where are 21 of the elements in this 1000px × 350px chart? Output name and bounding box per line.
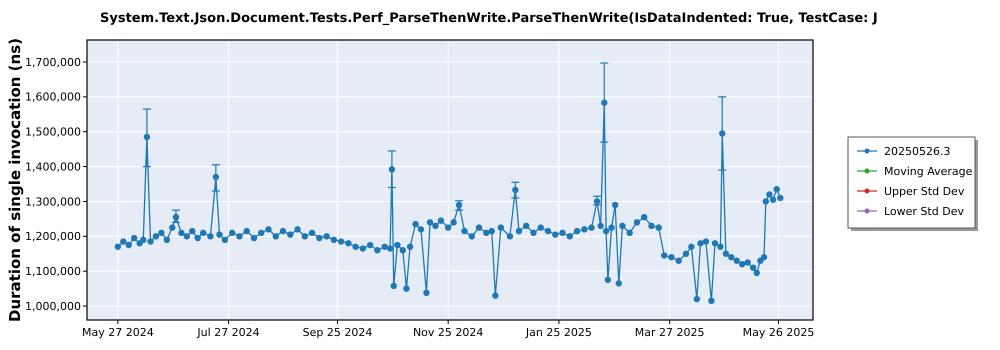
y-tick-label: 1,200,000 <box>25 230 81 244</box>
x-tick-label: Sep 25 2024 <box>302 326 372 339</box>
y-tick-label: 1,700,000 <box>25 56 81 69</box>
y-tick-label: 1,600,000 <box>25 90 81 104</box>
y-tick-label: 1,000,000 <box>25 300 81 313</box>
legend-label: Moving Average <box>884 164 973 178</box>
x-tick-label: Jan 25 2025 <box>524 326 592 339</box>
y-tick-label: 1,400,000 <box>25 160 81 174</box>
y-tick-label: 1,300,000 <box>25 195 81 208</box>
y-tick-label: 1,100,000 <box>25 265 81 278</box>
legend-label: Lower Std Dev <box>884 204 964 218</box>
x-tick-label: May 27 2024 <box>82 326 154 339</box>
x-tick-label: Jul 27 2024 <box>196 326 260 339</box>
y-axis-title: Duration of single invocation (ns) <box>6 38 24 322</box>
y-tick-label: 1,500,000 <box>25 126 81 139</box>
x-tick-label: Mar 27 2025 <box>634 326 704 339</box>
x-tick-label: Nov 25 2024 <box>412 326 484 339</box>
legend-label: 20250526.3 <box>884 144 950 158</box>
chart-title: System.Text.Json.Document.Tests.Perf_ParseThenWrite.ParseThenWrite(IsDataIndented: True, TestCase: J <box>100 11 878 26</box>
legend-label: Upper Std Dev <box>884 184 965 198</box>
x-tick-label: May 26 2025 <box>742 326 814 339</box>
